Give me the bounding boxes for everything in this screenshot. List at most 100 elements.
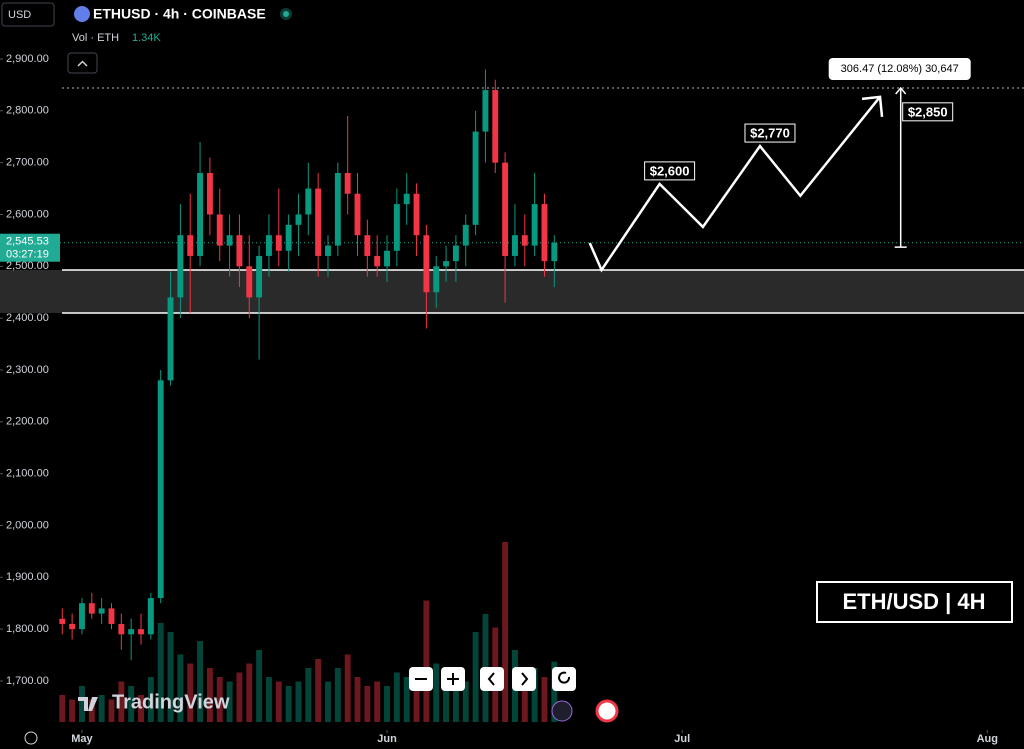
volume-bar bbox=[502, 542, 509, 722]
candle-body bbox=[521, 235, 528, 246]
flag-icon[interactable] bbox=[595, 699, 619, 723]
candle-body bbox=[177, 235, 184, 298]
candle-body bbox=[69, 623, 76, 630]
x-tick-label: May bbox=[71, 733, 93, 745]
y-tick-label: 1,900.00 bbox=[6, 571, 49, 583]
y-tick-label: 2,700.00 bbox=[6, 157, 49, 169]
volume-bar bbox=[452, 681, 459, 722]
candle-body bbox=[285, 224, 292, 251]
currency-box[interactable] bbox=[1, 2, 55, 27]
volume-bar bbox=[197, 641, 204, 722]
volume-bar bbox=[265, 677, 272, 722]
volume-bar bbox=[295, 681, 302, 722]
volume-bar bbox=[403, 677, 410, 722]
price-label-box bbox=[744, 123, 796, 143]
y-tick-label: 2,100.00 bbox=[6, 468, 49, 480]
volume-bar bbox=[275, 681, 282, 722]
candle-body bbox=[98, 608, 105, 614]
plus-icon bbox=[447, 673, 459, 685]
volume-bar bbox=[443, 677, 450, 722]
right-icon bbox=[521, 672, 529, 686]
candle-body bbox=[79, 603, 85, 630]
candle-body bbox=[265, 235, 272, 256]
candle-body bbox=[384, 250, 390, 267]
volume-bar bbox=[551, 661, 558, 722]
candle-body bbox=[354, 193, 361, 236]
candle-body bbox=[295, 214, 302, 225]
x-tick-label: Jun bbox=[377, 733, 397, 745]
candle-body bbox=[305, 188, 312, 215]
candle-body bbox=[531, 204, 538, 246]
volume-bar bbox=[157, 623, 164, 722]
candle-body bbox=[344, 173, 351, 194]
candle-body bbox=[118, 623, 125, 635]
zoom-controls bbox=[409, 667, 576, 691]
volume-bar bbox=[393, 672, 400, 722]
candle-body bbox=[374, 255, 381, 267]
volume-value: 1.34K bbox=[132, 32, 161, 44]
indicator-icon[interactable] bbox=[551, 700, 573, 722]
y-tick-label: 2,800.00 bbox=[6, 105, 49, 117]
candle-body bbox=[482, 90, 489, 132]
projection-path bbox=[588, 96, 882, 273]
candle-body bbox=[216, 214, 223, 246]
price-label-box bbox=[644, 161, 696, 181]
y-tick-label: 2,000.00 bbox=[6, 519, 49, 531]
volume-bar bbox=[433, 663, 440, 722]
candle-body bbox=[462, 224, 469, 246]
volume-bar bbox=[285, 686, 292, 722]
candle-body bbox=[108, 608, 115, 624]
volume-bar bbox=[226, 681, 233, 722]
measure-label-box bbox=[828, 58, 971, 81]
status-dot bbox=[283, 11, 289, 17]
price-label: $2,850 bbox=[908, 104, 948, 119]
y-tick-label: 2,300.00 bbox=[6, 364, 49, 376]
volume-bar bbox=[79, 686, 85, 722]
price-label: $2,770 bbox=[750, 125, 790, 140]
last-price-label: 2,545.53 bbox=[6, 236, 49, 248]
collapse-icon bbox=[77, 60, 88, 67]
volume-bar bbox=[384, 686, 390, 722]
volume-bar bbox=[147, 677, 154, 722]
scroll-right-button[interactable] bbox=[512, 667, 536, 691]
eth-icon bbox=[74, 6, 90, 22]
volume-bar bbox=[177, 654, 184, 722]
candle-body bbox=[334, 173, 341, 246]
chart-title: ETH/USD | 4H bbox=[842, 589, 985, 614]
candle-body bbox=[325, 245, 331, 256]
settings-icon[interactable] bbox=[24, 731, 38, 745]
price-label: $2,600 bbox=[650, 163, 690, 178]
volume-bar bbox=[374, 681, 381, 722]
volume-bar bbox=[354, 677, 361, 722]
reset-button[interactable] bbox=[552, 667, 576, 691]
candle-body bbox=[88, 603, 95, 614]
volume-bar bbox=[315, 659, 322, 722]
volume-bar bbox=[541, 677, 548, 722]
last-price-tag bbox=[0, 233, 60, 262]
y-tick-label: 2,500.00 bbox=[6, 260, 49, 272]
countdown: 03:27:19 bbox=[6, 249, 49, 261]
candle-body bbox=[236, 235, 243, 267]
y-tick-label: 2,600.00 bbox=[6, 208, 49, 220]
candle-body bbox=[433, 266, 440, 293]
collapse-button[interactable] bbox=[67, 52, 98, 74]
candle-body bbox=[157, 380, 164, 599]
volume-bar bbox=[216, 677, 223, 722]
volume-bar bbox=[206, 668, 213, 722]
candle-body bbox=[413, 193, 420, 236]
y-tick-label: 2,200.00 bbox=[6, 416, 49, 428]
candle-body bbox=[187, 235, 194, 256]
currency[interactable]: USD bbox=[8, 9, 31, 21]
measure-arrow bbox=[895, 86, 907, 95]
candle-body bbox=[147, 598, 154, 635]
scroll-left-button[interactable] bbox=[480, 667, 504, 691]
candle-body bbox=[226, 235, 233, 246]
volume-bar bbox=[236, 672, 243, 722]
candle-body bbox=[393, 204, 400, 251]
symbol: ETHUSD · 4h · COINBASE bbox=[93, 6, 266, 22]
volume-bar bbox=[246, 663, 253, 722]
candle-body bbox=[364, 235, 371, 256]
volume-bar bbox=[256, 650, 263, 722]
